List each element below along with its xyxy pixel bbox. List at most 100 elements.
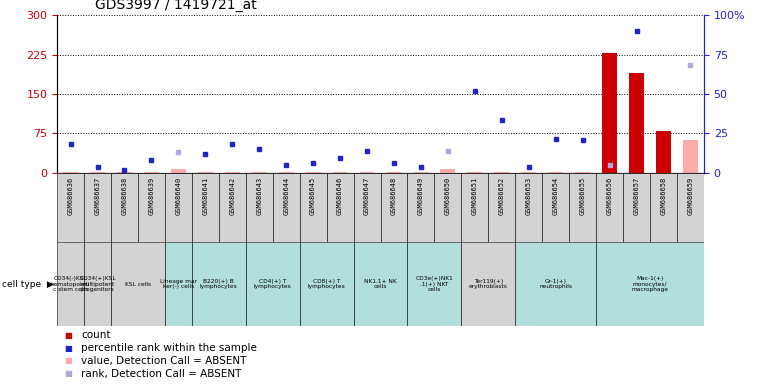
Bar bbox=[246, 242, 300, 326]
Text: GSM686652: GSM686652 bbox=[498, 176, 505, 215]
Text: GSM686636: GSM686636 bbox=[68, 176, 74, 215]
Text: GSM686655: GSM686655 bbox=[580, 176, 586, 215]
Text: GSM686656: GSM686656 bbox=[607, 176, 613, 215]
Bar bbox=[596, 242, 704, 326]
Text: CD34(+)KSL
multipotent
progenitors: CD34(+)KSL multipotent progenitors bbox=[79, 276, 116, 292]
Bar bbox=[117, 172, 132, 173]
Bar bbox=[111, 242, 165, 326]
Text: CD8(+) T
lymphocytes: CD8(+) T lymphocytes bbox=[307, 279, 345, 290]
Bar bbox=[57, 173, 84, 242]
Bar bbox=[495, 172, 509, 173]
Text: B220(+) B
lymphocytes: B220(+) B lymphocytes bbox=[200, 279, 237, 290]
Text: GSM686653: GSM686653 bbox=[526, 176, 532, 215]
Bar bbox=[521, 172, 537, 173]
Bar bbox=[407, 173, 435, 242]
Text: GSM686645: GSM686645 bbox=[310, 176, 316, 215]
Text: GSM686658: GSM686658 bbox=[661, 176, 667, 215]
Text: rank, Detection Call = ABSENT: rank, Detection Call = ABSENT bbox=[81, 369, 242, 379]
Bar bbox=[413, 172, 428, 173]
Bar bbox=[192, 242, 246, 326]
Bar bbox=[602, 53, 617, 173]
Bar bbox=[548, 172, 563, 173]
Bar bbox=[650, 173, 677, 242]
Bar bbox=[198, 172, 213, 173]
Bar bbox=[515, 173, 543, 242]
Bar bbox=[354, 173, 380, 242]
Bar bbox=[279, 172, 294, 173]
Bar bbox=[461, 173, 489, 242]
Text: GSM686657: GSM686657 bbox=[634, 176, 639, 215]
Text: GSM686646: GSM686646 bbox=[337, 176, 343, 215]
Text: percentile rank within the sample: percentile rank within the sample bbox=[81, 343, 257, 353]
Text: GSM686644: GSM686644 bbox=[283, 176, 289, 215]
Text: ■: ■ bbox=[65, 344, 72, 353]
Bar bbox=[569, 173, 596, 242]
Bar bbox=[300, 173, 326, 242]
Bar bbox=[326, 173, 354, 242]
Text: GSM686637: GSM686637 bbox=[94, 176, 100, 215]
Text: Gr-1(+)
neutrophils: Gr-1(+) neutrophils bbox=[540, 279, 572, 290]
Bar bbox=[543, 173, 569, 242]
Bar bbox=[441, 169, 455, 173]
Text: GSM686639: GSM686639 bbox=[148, 176, 154, 215]
Text: GSM686640: GSM686640 bbox=[175, 176, 181, 215]
Text: GSM686641: GSM686641 bbox=[202, 176, 209, 215]
Bar bbox=[360, 172, 374, 173]
Bar bbox=[333, 172, 348, 173]
Text: GSM686659: GSM686659 bbox=[687, 176, 693, 215]
Bar bbox=[165, 242, 192, 326]
Bar bbox=[246, 173, 272, 242]
Bar bbox=[306, 172, 320, 173]
Bar bbox=[515, 242, 596, 326]
Bar bbox=[84, 173, 111, 242]
Text: CD3e(+)NK1
.1(+) NKT
cells: CD3e(+)NK1 .1(+) NKT cells bbox=[416, 276, 454, 292]
Bar bbox=[300, 242, 354, 326]
Bar bbox=[387, 172, 401, 173]
Bar bbox=[63, 172, 78, 173]
Text: NK1.1+ NK
cells: NK1.1+ NK cells bbox=[364, 279, 397, 290]
Bar bbox=[144, 172, 159, 173]
Bar bbox=[575, 172, 590, 173]
Bar bbox=[354, 242, 407, 326]
Bar bbox=[165, 173, 192, 242]
Text: CD4(+) T
lymphocytes: CD4(+) T lymphocytes bbox=[254, 279, 291, 290]
Text: CD34(-)KSL
hematopoieti
c stem cells: CD34(-)KSL hematopoieti c stem cells bbox=[51, 276, 90, 292]
Text: GSM686648: GSM686648 bbox=[391, 176, 397, 215]
Text: count: count bbox=[81, 330, 111, 340]
Bar bbox=[656, 131, 671, 173]
Bar bbox=[407, 242, 461, 326]
Bar bbox=[90, 172, 105, 173]
Bar bbox=[111, 173, 138, 242]
Bar bbox=[629, 73, 644, 173]
Text: Mac-1(+)
monocytes/
macrophage: Mac-1(+) monocytes/ macrophage bbox=[632, 276, 668, 292]
Bar bbox=[461, 242, 515, 326]
Text: GSM686654: GSM686654 bbox=[552, 176, 559, 215]
Bar bbox=[489, 173, 515, 242]
Text: cell type  ▶: cell type ▶ bbox=[2, 280, 53, 289]
Text: ■: ■ bbox=[65, 369, 72, 378]
Bar bbox=[683, 140, 698, 173]
Text: GSM686649: GSM686649 bbox=[418, 176, 424, 215]
Bar bbox=[623, 173, 650, 242]
Bar bbox=[224, 172, 240, 173]
Bar bbox=[252, 172, 266, 173]
Text: value, Detection Call = ABSENT: value, Detection Call = ABSENT bbox=[81, 356, 247, 366]
Bar bbox=[57, 242, 84, 326]
Text: GSM686638: GSM686638 bbox=[122, 176, 127, 215]
Text: Lineage mar
ker(-) cells: Lineage mar ker(-) cells bbox=[160, 279, 197, 290]
Text: GSM686642: GSM686642 bbox=[229, 176, 235, 215]
Bar bbox=[171, 169, 186, 173]
Text: ■: ■ bbox=[65, 356, 72, 366]
Text: GDS3997 / 1419721_at: GDS3997 / 1419721_at bbox=[95, 0, 257, 12]
Bar bbox=[84, 242, 111, 326]
Bar bbox=[435, 173, 461, 242]
Text: GSM686650: GSM686650 bbox=[445, 176, 451, 215]
Text: KSL cells: KSL cells bbox=[125, 281, 151, 287]
Text: GSM686643: GSM686643 bbox=[256, 176, 263, 215]
Bar bbox=[138, 173, 165, 242]
Bar bbox=[677, 173, 704, 242]
Bar bbox=[192, 173, 219, 242]
Bar bbox=[219, 173, 246, 242]
Text: GSM686647: GSM686647 bbox=[364, 176, 370, 215]
Text: GSM686651: GSM686651 bbox=[472, 176, 478, 215]
